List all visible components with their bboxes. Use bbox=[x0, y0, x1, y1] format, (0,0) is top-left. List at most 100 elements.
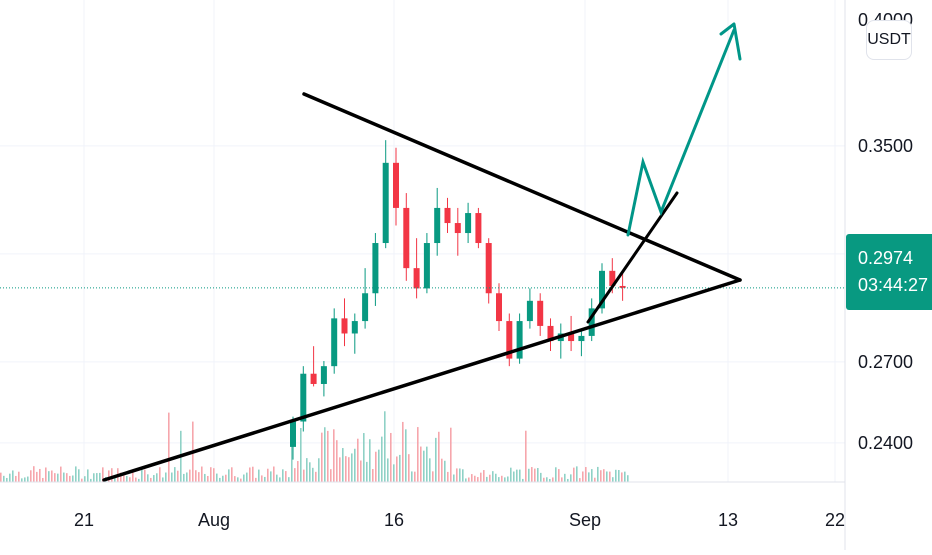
volume-bar bbox=[405, 429, 407, 482]
candle-body bbox=[320, 366, 327, 384]
volume-bar bbox=[42, 477, 44, 482]
candle-body bbox=[537, 300, 544, 326]
volume-bar bbox=[135, 477, 137, 482]
volume-bar bbox=[387, 458, 389, 482]
volume-bar bbox=[12, 470, 14, 482]
candle-body bbox=[444, 207, 451, 224]
volume-bar bbox=[78, 469, 80, 482]
volume-bar bbox=[219, 477, 221, 482]
volume-bar bbox=[252, 466, 254, 482]
volume-bar bbox=[402, 421, 404, 482]
volume-bar bbox=[606, 471, 608, 482]
volume-bar bbox=[63, 472, 65, 482]
volume-bar bbox=[6, 477, 8, 482]
volume-bar bbox=[207, 475, 209, 482]
volume-bar bbox=[204, 473, 206, 482]
volume-bar bbox=[297, 461, 299, 482]
volume-bar bbox=[354, 448, 356, 482]
volume-bar bbox=[267, 468, 269, 482]
volume-bar bbox=[300, 428, 302, 482]
short-support-trendline[interactable] bbox=[586, 191, 679, 324]
volume-bar bbox=[312, 467, 314, 482]
volume-bars bbox=[0, 411, 629, 482]
volume-bar bbox=[549, 478, 551, 482]
candle-body bbox=[362, 293, 369, 322]
volume-bar bbox=[501, 475, 503, 482]
volume-bar bbox=[603, 469, 605, 482]
volume-bar bbox=[528, 468, 530, 482]
volume-bar bbox=[384, 411, 386, 482]
candle-body bbox=[475, 213, 482, 244]
volume-bar bbox=[369, 439, 371, 482]
lower-trendline[interactable] bbox=[102, 278, 742, 482]
volume-bar bbox=[351, 453, 353, 482]
volume-bar bbox=[39, 468, 41, 482]
volume-bar bbox=[171, 472, 173, 482]
volume-bar bbox=[339, 457, 341, 482]
drawings[interactable] bbox=[102, 22, 742, 482]
volume-bar bbox=[96, 473, 98, 482]
volume-bar bbox=[213, 468, 215, 482]
volume-bar bbox=[198, 472, 200, 482]
volume-bar bbox=[90, 478, 92, 482]
last-price-value: 0.2974 bbox=[858, 248, 914, 268]
volume-bar bbox=[132, 470, 134, 482]
volume-bar bbox=[183, 473, 185, 482]
volume-bar bbox=[24, 477, 26, 482]
volume-bar bbox=[333, 429, 335, 482]
volume-bar bbox=[165, 472, 167, 482]
grid bbox=[0, 0, 845, 482]
volume-bar bbox=[54, 473, 56, 482]
volume-bar bbox=[9, 473, 11, 482]
volume-bar bbox=[561, 477, 563, 482]
volume-bar bbox=[474, 475, 476, 482]
candle-body bbox=[331, 318, 338, 367]
volume-bar bbox=[51, 470, 53, 482]
candle-body bbox=[506, 321, 513, 359]
volume-bar bbox=[459, 468, 461, 482]
volume-bar bbox=[102, 467, 104, 482]
volume-bar bbox=[342, 448, 344, 482]
volume-bar bbox=[126, 476, 128, 482]
y-tick-label: 0.2400 bbox=[858, 433, 913, 453]
volume-bar bbox=[486, 476, 488, 482]
candle-body bbox=[568, 333, 575, 342]
volume-bar bbox=[153, 475, 155, 482]
volume-bar bbox=[465, 478, 467, 482]
candle-body bbox=[588, 308, 595, 336]
volume-bar bbox=[15, 475, 17, 482]
volume-bar bbox=[600, 470, 602, 482]
volume-bar bbox=[504, 477, 506, 482]
volume-bar bbox=[411, 471, 413, 482]
volume-bar bbox=[282, 469, 284, 482]
volume-bar bbox=[264, 476, 266, 482]
volume-bar bbox=[615, 469, 617, 482]
volume-bar bbox=[588, 472, 590, 482]
x-tick-label: 13 bbox=[718, 510, 738, 530]
volume-bar bbox=[540, 472, 542, 482]
volume-bar bbox=[60, 466, 62, 482]
volume-bar bbox=[345, 456, 347, 482]
upper-trendline[interactable] bbox=[302, 92, 742, 282]
candle-body bbox=[599, 270, 605, 309]
volume-bar bbox=[378, 449, 380, 482]
projection-arrow-line[interactable] bbox=[626, 28, 736, 237]
candle-body bbox=[372, 243, 379, 294]
volume-bar bbox=[585, 467, 587, 482]
volume-bar bbox=[186, 472, 188, 482]
volume-bar bbox=[225, 474, 227, 482]
volume-bar bbox=[390, 432, 392, 482]
candle-body bbox=[310, 373, 317, 384]
volume-bar bbox=[27, 476, 29, 482]
volume-bar bbox=[75, 466, 77, 482]
volume-bar bbox=[441, 458, 443, 482]
volume-bar bbox=[72, 475, 74, 482]
volume-bar bbox=[363, 433, 365, 482]
volume-bar bbox=[522, 478, 524, 482]
volume-bar bbox=[159, 467, 161, 482]
currency-label[interactable]: USDT bbox=[866, 20, 912, 60]
volume-bar bbox=[471, 474, 473, 482]
volume-bar bbox=[330, 469, 332, 482]
